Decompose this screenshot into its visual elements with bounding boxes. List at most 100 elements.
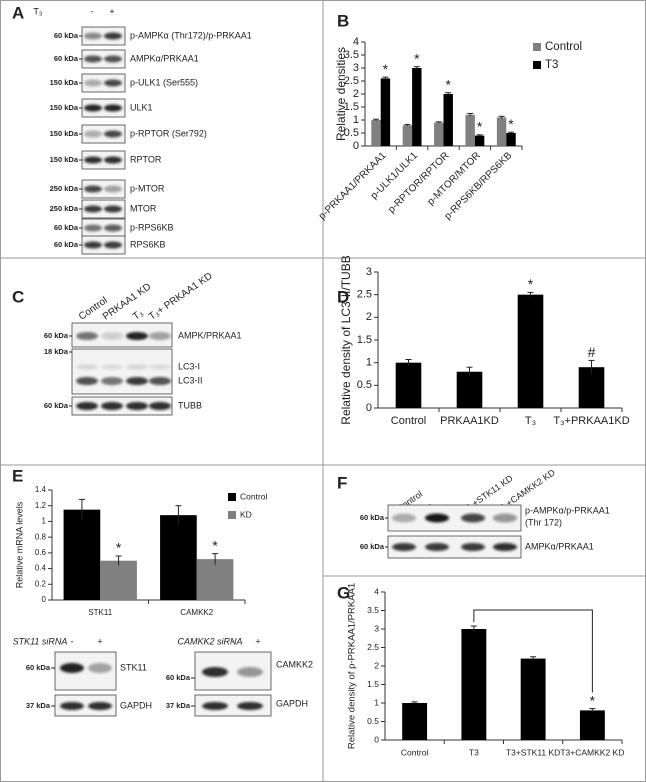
size-marker: 60 kDa — [54, 31, 79, 40]
blot-band — [425, 513, 449, 523]
size-marker: 60 kDa — [166, 673, 191, 682]
bar — [443, 94, 453, 146]
legend-swatch — [533, 43, 541, 51]
significance-mark: * — [508, 116, 514, 132]
blot-band — [149, 402, 171, 410]
blot-band — [88, 702, 112, 710]
x-tick-label: T3+STK11 KD — [506, 747, 560, 757]
bar — [160, 515, 197, 600]
blot-band — [202, 702, 228, 710]
x-tick-label: T3 — [469, 747, 479, 757]
bar — [520, 658, 546, 740]
lane-label: + — [255, 636, 260, 646]
blot-band — [392, 543, 416, 551]
blot-band — [84, 241, 102, 249]
significance-mark: * — [116, 540, 122, 556]
blot-band — [149, 364, 171, 370]
size-marker: 37 kDa — [26, 701, 51, 710]
significance-mark: * — [477, 119, 483, 135]
y-tick-label: 0.2 — [35, 579, 47, 588]
legend-label: KD — [240, 509, 252, 519]
protein-label: AMPKα/PRKAA1 — [525, 541, 594, 551]
legend-label: T3 — [545, 59, 558, 71]
lane-label: PRKAA1 KD — [101, 281, 153, 322]
blot-header: CAMKK2 siRNA — [177, 636, 242, 646]
blot-band — [84, 224, 102, 232]
x-tick-label: T₃+PRKAA1KD — [553, 415, 629, 427]
y-tick-label: 0.8 — [35, 532, 47, 541]
y-axis-label: Relative densities — [334, 47, 348, 141]
size-marker: 60 kDa — [54, 54, 79, 63]
y-tick-label: 0 — [374, 734, 379, 744]
blot-band — [237, 667, 263, 677]
bar — [412, 68, 422, 146]
blot-band — [126, 377, 148, 385]
x-tick-label: CAMKK2 — [180, 608, 213, 617]
blot-band — [76, 332, 98, 340]
blot-band — [101, 377, 123, 385]
y-tick-label: 4 — [374, 586, 379, 596]
x-tick-label: Control — [391, 415, 426, 427]
y-tick-label: 0.6 — [35, 548, 47, 557]
protein-label: MTOR — [130, 203, 157, 213]
lane-label: - — [71, 636, 74, 646]
blot-band — [461, 543, 485, 551]
y-tick-label: 1 — [374, 697, 379, 707]
blot-band — [149, 332, 171, 340]
size-marker: 60 kDa — [44, 331, 69, 340]
lane-label: - — [232, 636, 235, 646]
y-axis-label: Relative density of LC3-II/TUBB — [339, 255, 353, 424]
size-marker: 60 kDa — [26, 663, 51, 672]
y-tick-label: 1 — [366, 357, 372, 369]
blot-band — [84, 79, 102, 87]
blot-band — [104, 32, 122, 40]
y-axis-label: Relative mRNA levels — [14, 501, 24, 588]
size-marker: 250 kDa — [50, 184, 79, 193]
bar — [402, 703, 428, 740]
blot-band — [104, 79, 122, 87]
y-tick-label: 1.2 — [35, 501, 47, 510]
protein-label: ULK1 — [130, 102, 153, 112]
y-tick-label: 2.5 — [344, 75, 359, 87]
y-tick-label: 0 — [42, 595, 47, 604]
blot-band — [126, 364, 148, 370]
blot-band — [104, 241, 122, 249]
protein-label: RPTOR — [130, 154, 162, 164]
y-tick-label: 4 — [353, 36, 359, 48]
blot-band — [202, 667, 228, 677]
panel-letter: F — [337, 473, 347, 492]
size-marker: 60 kDa — [360, 542, 385, 551]
panel-letter: C — [12, 287, 24, 306]
lane-label: T₃ — [131, 308, 146, 323]
protein-label: (Thr 172) — [525, 517, 562, 527]
bar — [434, 122, 444, 146]
size-marker: 250 kDa — [50, 204, 79, 213]
blot-band — [76, 364, 98, 370]
protein-label: p-RPS6KB — [130, 222, 174, 232]
size-marker: 37 kDa — [166, 701, 191, 710]
bar — [371, 120, 381, 146]
y-tick-label: 0.4 — [35, 564, 47, 573]
comparison-bracket — [473, 609, 593, 693]
blot-band — [104, 205, 122, 213]
significance-mark: * — [445, 76, 451, 92]
bar — [496, 117, 507, 146]
y-tick-label: 0.5 — [344, 127, 359, 139]
lane-label: + — [97, 636, 102, 646]
size-marker: 150 kDa — [50, 129, 79, 138]
bar — [506, 133, 516, 146]
size-marker: 150 kDa — [50, 103, 79, 112]
blot-band — [84, 185, 102, 193]
blot-band — [60, 663, 84, 673]
lane-label: + — [109, 6, 114, 16]
blot-band — [237, 702, 263, 710]
size-marker: 60 kDa — [44, 401, 69, 410]
significance-mark: * — [414, 50, 420, 66]
blot-band — [84, 104, 102, 112]
panel-letter: D — [337, 287, 349, 306]
protein-label: RPS6KB — [130, 239, 166, 249]
significance-mark: * — [590, 692, 596, 708]
size-marker: 150 kDa — [50, 155, 79, 164]
blot-band — [461, 513, 485, 523]
blot-band — [104, 224, 122, 232]
